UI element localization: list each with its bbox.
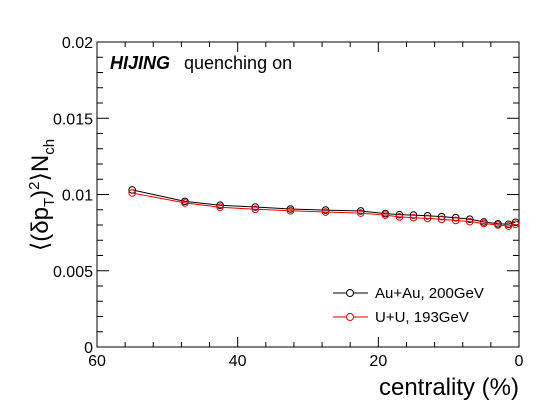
- data-point: [423, 212, 432, 220]
- data-point: [216, 201, 224, 209]
- data-point: [511, 220, 520, 229]
- data-point: [286, 207, 295, 215]
- series-line-1: [132, 192, 516, 227]
- data-point: [381, 211, 390, 219]
- data-point: [409, 211, 418, 219]
- x-tick-label: 40: [229, 353, 247, 370]
- legend-label-auau: Au+Au, 200GeV: [375, 285, 484, 302]
- data-point: [181, 199, 189, 207]
- axis-ticks: [96, 41, 520, 348]
- series-layer: [128, 186, 520, 230]
- x-tick-label: 20: [369, 353, 387, 370]
- data-point: [511, 218, 520, 227]
- data-point: [321, 206, 330, 214]
- data-point: [216, 203, 224, 211]
- legend-label-uu: U+U, 193GeV: [375, 309, 469, 326]
- data-point: [480, 219, 488, 228]
- data-point: [451, 213, 460, 222]
- data-point: [465, 215, 474, 224]
- data-point: [251, 205, 260, 214]
- y-tick-label: 0.015: [53, 111, 93, 128]
- data-point: [356, 207, 365, 215]
- y-tick-label: 0.02: [62, 35, 93, 52]
- data-point: [504, 222, 513, 230]
- data-point: [128, 189, 136, 197]
- x-axis-title: centrality (%): [379, 374, 519, 401]
- data-point: [451, 216, 460, 225]
- x-tick-label: 60: [88, 353, 106, 370]
- legend: Au+Au, 200GeV U+U, 193GeV: [333, 285, 484, 326]
- data-point: [356, 209, 365, 217]
- data-point: [251, 203, 260, 211]
- y-axis-title: ⟨(δpT)2⟩Nch: [26, 139, 58, 251]
- data-point: [494, 221, 502, 229]
- annotation-generator: HIJING: [110, 53, 170, 73]
- data-point: [437, 212, 446, 221]
- data-point: [409, 213, 418, 222]
- y-axis-title-text: ⟨(δpT)2⟩Nch: [26, 139, 58, 251]
- data-point: [321, 208, 330, 216]
- x-tick-label: 0: [515, 353, 524, 370]
- y-tick-label: 0.005: [53, 264, 93, 281]
- annotation-text: quenching on: [184, 53, 292, 73]
- legend-marker-auau: [346, 289, 354, 297]
- annotation: HIJING quenching on: [110, 53, 292, 73]
- y-tick-label: 0: [84, 340, 93, 357]
- y-tick-label: 0.01: [62, 188, 93, 205]
- data-point: [437, 215, 446, 224]
- legend-marker-uu: [346, 313, 354, 321]
- tick-labels: 60 40 20 0 0 0.005 0.01 0.015 0.02: [53, 35, 524, 370]
- data-point: [395, 210, 404, 219]
- data-point: [395, 213, 404, 221]
- series-line-0: [132, 189, 516, 225]
- data-point: [465, 217, 474, 226]
- data-point: [423, 214, 432, 223]
